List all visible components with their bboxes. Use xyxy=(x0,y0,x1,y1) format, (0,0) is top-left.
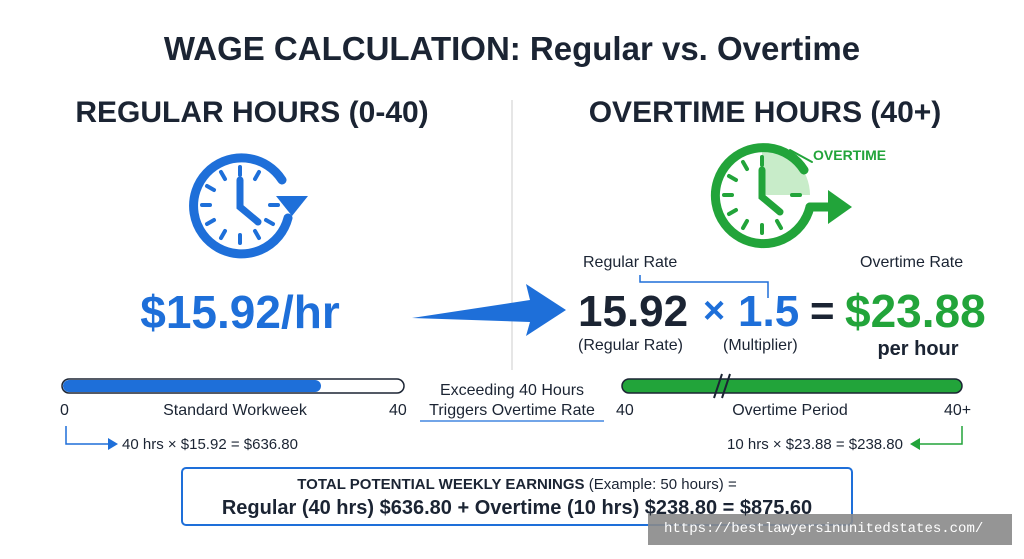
overtime-bar-start: 40 xyxy=(616,402,634,419)
title: WAGE CALCULATION: Regular vs. Overtime xyxy=(163,30,861,67)
regular-bar-end: 40 xyxy=(389,402,407,419)
formula-multiplier: 1.5 xyxy=(738,287,800,336)
regular-rate-label: Regular Rate xyxy=(583,254,678,271)
overtime-bar-end: 40+ xyxy=(944,402,972,419)
total-line1: TOTAL POTENTIAL WEEKLY EARNINGS (Example… xyxy=(297,477,736,492)
regular-rate-caption: (Regular Rate) xyxy=(578,337,683,354)
regular-calc-arrow xyxy=(65,426,110,445)
formula-equals: = xyxy=(810,287,835,334)
formula-result: $23.88 xyxy=(845,285,986,337)
transition-line2: Triggers Overtime Rate xyxy=(429,402,595,419)
overtime-heading: OVERTIME HOURS (40+) xyxy=(588,96,942,129)
watermark-bg xyxy=(648,514,1012,545)
rate-bracket xyxy=(639,275,769,298)
transition-arrow xyxy=(412,284,566,336)
formula-times: × xyxy=(703,290,726,332)
overtime-rate-label: Overtime Rate xyxy=(860,254,964,271)
regular-bar-start: 0 xyxy=(60,402,69,419)
total-sum: Regular (40 hrs) $636.80 + Overtime (10 … xyxy=(221,497,813,519)
bar-break xyxy=(713,373,731,399)
overtime-calc: 10 hrs × $23.88 = $238.80 xyxy=(727,436,903,453)
formula-regular-rate: 15.92 xyxy=(578,287,689,336)
regular-calc-arrowhead xyxy=(108,438,118,450)
overtime-bar xyxy=(621,378,963,394)
regular-bar-fill xyxy=(63,380,321,392)
regular-heading: REGULAR HOURS (0-40) xyxy=(75,96,429,129)
total-box xyxy=(181,467,853,526)
total-note: (Example: 50 hours) = xyxy=(588,476,737,493)
total-heading: TOTAL POTENTIAL WEEKLY EARNINGS xyxy=(297,476,585,493)
regular-rate: $15.92/hr xyxy=(140,286,340,338)
regular-bar-label: Standard Workweek xyxy=(163,402,307,419)
overtime-clock-label: OVERTIME xyxy=(813,147,887,163)
transition-line1: Exceeding 40 Hours xyxy=(439,382,585,399)
multiplier-caption: (Multiplier) xyxy=(723,337,798,354)
result-caption: per hour xyxy=(877,338,959,360)
overtime-calc-arrowhead xyxy=(910,438,920,450)
overtime-bar-label: Overtime Period xyxy=(732,402,848,419)
watermark: https://bestlawyersinunitedstates.com/ xyxy=(664,521,984,537)
overtime-clock xyxy=(710,143,852,249)
regular-clock xyxy=(189,153,308,259)
regular-calc: 40 hrs × $15.92 = $636.80 xyxy=(122,436,298,453)
overtime-calc-arrow xyxy=(918,426,963,445)
